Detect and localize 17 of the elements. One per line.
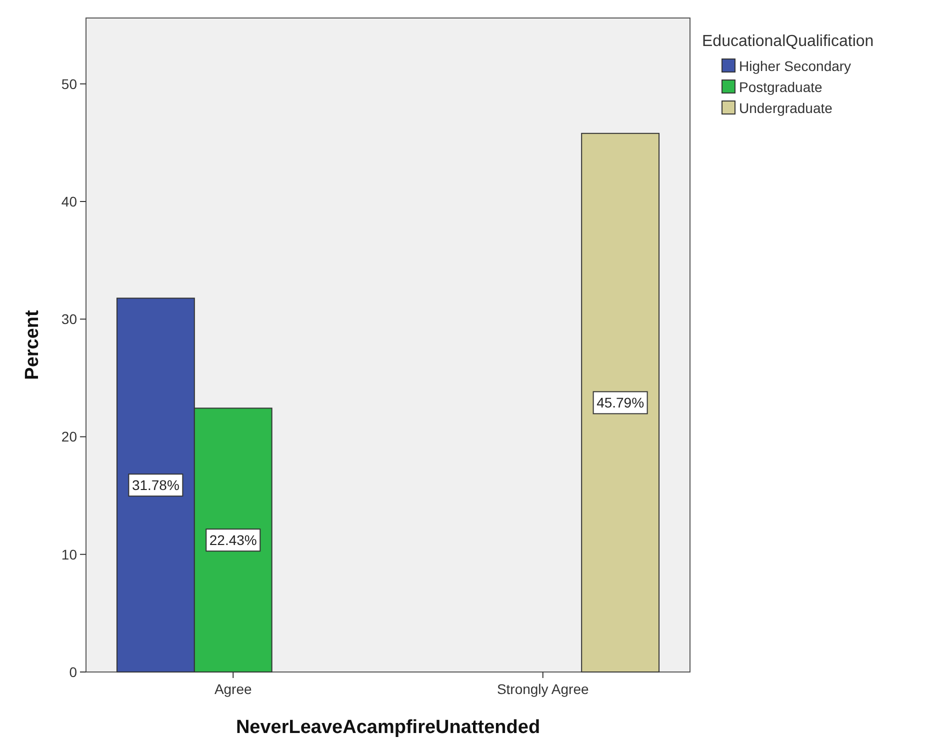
y-tick-label: 0 — [69, 664, 78, 680]
y-tick-label: 30 — [61, 311, 78, 328]
y-axis-title: Percent — [22, 309, 43, 380]
legend-label: Higher Secondary — [739, 58, 852, 74]
x-tick-label: Strongly Agree — [496, 681, 589, 697]
x-axis-title: NeverLeaveAcampfireUnattended — [236, 717, 540, 738]
data-label: 22.43% — [209, 532, 257, 548]
y-tick-label: 20 — [61, 428, 78, 445]
x-tick-label: Agree — [214, 681, 252, 697]
y-tick-label: 10 — [61, 546, 78, 562]
data-label: 31.78% — [132, 477, 180, 494]
legend-title: EducationalQualification — [702, 33, 874, 50]
legend-label: Postgraduate — [739, 79, 822, 95]
data-label: 45.79% — [596, 394, 644, 411]
y-tick-label: 40 — [61, 193, 78, 210]
legend-label: Undergraduate — [739, 100, 833, 116]
y-tick-label: 50 — [61, 76, 78, 92]
